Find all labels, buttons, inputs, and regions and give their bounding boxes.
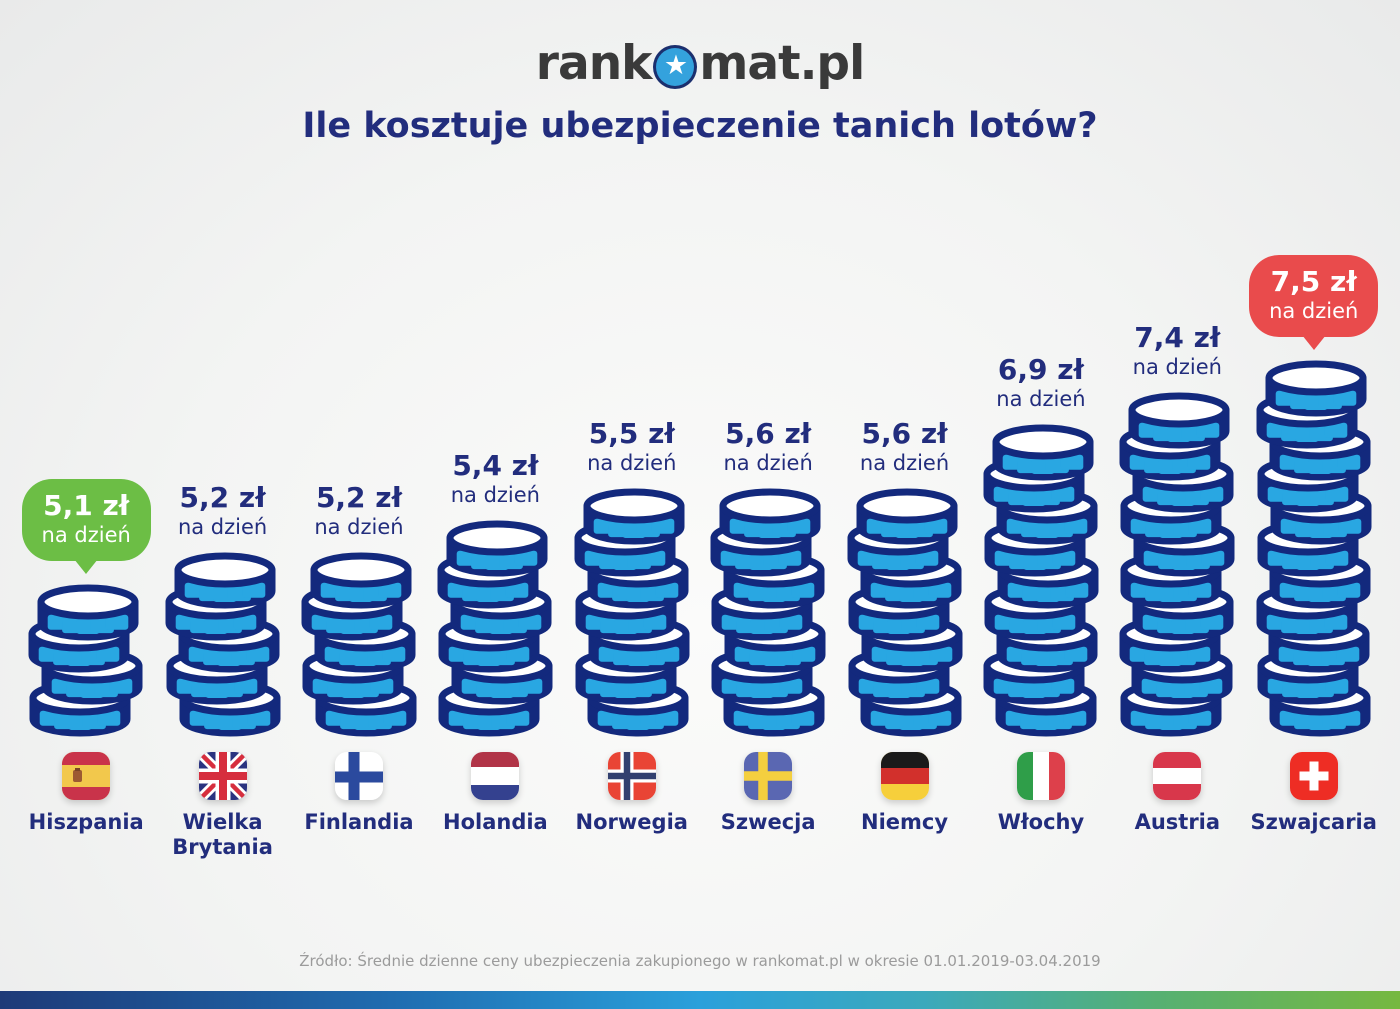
logo-text-suffix: mat.pl	[699, 36, 865, 91]
coin-stack	[1119, 392, 1235, 737]
flag-germany-icon	[880, 752, 929, 800]
value-label: 5,4 zł	[452, 448, 539, 482]
country-label: Włochy	[997, 810, 1085, 834]
country-label: Finlandia	[304, 810, 414, 834]
star-icon-circle: ★	[656, 47, 695, 86]
flag-austria-icon	[1153, 752, 1202, 800]
country-column-holandia: 5,4 zł na dzień Holandia	[427, 218, 563, 868]
value-label-group: 7,4 zł na dzień	[1132, 320, 1222, 381]
coin-stack	[710, 488, 826, 737]
value-label-group: 6,9 zł na dzień	[996, 352, 1086, 413]
value-label: 7,4 zł	[1134, 320, 1221, 354]
value-sublabel: na dzień	[41, 522, 131, 547]
value-label-group: 5,2 zł na dzień	[314, 480, 404, 541]
coin-stack	[574, 488, 690, 737]
country-label: Wielka Brytania	[172, 810, 273, 860]
star-icon: ★	[653, 44, 698, 89]
value-label: 7,5 zł	[1270, 264, 1357, 298]
value-sublabel: na dzień	[723, 450, 813, 475]
value-label: 5,6 zł	[725, 416, 812, 450]
value-label: 5,2 zł	[315, 480, 402, 514]
country-label: Norwegia	[575, 810, 688, 834]
footer-gradient-bar	[0, 991, 1400, 1009]
source-note: Źródło: Średnie dzienne ceny ubezpieczen…	[299, 952, 1101, 970]
chart-area: 5,1 zł na dzień Hiszpania 5,2 zł na dzie…	[18, 218, 1382, 868]
country-column-hiszpania: 5,1 zł na dzień Hiszpania	[18, 218, 154, 868]
value-label-group: 5,4 zł na dzień	[450, 448, 540, 509]
value-sublabel: na dzień	[859, 450, 950, 475]
flag-sweden-icon	[744, 752, 793, 800]
value-sublabel: na dzień	[1132, 354, 1222, 379]
value-sublabel: na dzień	[450, 482, 540, 507]
coin-stack	[1256, 360, 1372, 737]
coin-stack	[301, 552, 417, 737]
value-label-group: 5,2 zł na dzień	[177, 480, 268, 541]
flag-finland-icon	[334, 752, 383, 800]
flag-spain-icon	[62, 752, 111, 800]
coin-stack	[437, 520, 553, 737]
coin-stack	[847, 488, 963, 737]
country-label: Niemcy	[861, 810, 949, 834]
country-column-austria: 7,4 zł na dzień Austria	[1109, 218, 1245, 868]
flag-norway-icon	[607, 752, 656, 800]
coin-stack	[165, 552, 281, 737]
min-value-bubble: 5,1 zł na dzień	[21, 478, 151, 561]
page-title: Ile kosztuje ubezpieczenie tanich lotów?	[302, 106, 1098, 146]
country-label: Szwecja	[720, 810, 816, 834]
value-label: 6,9 zł	[997, 352, 1084, 386]
country-label: Hiszpania	[28, 810, 144, 834]
value-label: 5,5 zł	[588, 416, 675, 450]
value-sublabel: na dzień	[587, 450, 677, 475]
flag-italy-icon	[1016, 752, 1065, 800]
country-label: Austria	[1134, 810, 1221, 834]
value-sublabel: na dzień	[314, 514, 404, 539]
value-label: 5,2 zł	[179, 480, 266, 514]
value-label-group: 5,6 zł na dzień	[723, 416, 813, 477]
star-glyph: ★	[663, 50, 688, 81]
value-sublabel: na dzień	[996, 386, 1086, 411]
max-value-bubble: 7,5 zł na dzień	[1249, 254, 1379, 337]
coin-stack	[28, 584, 143, 737]
value-label-group: 5,5 zł na dzień	[587, 416, 677, 477]
value-label: 5,1 zł	[43, 488, 130, 522]
country-column-norwegia: 5,5 zł na dzień Norwegia	[564, 218, 700, 868]
value-sublabel: na dzień	[1269, 298, 1359, 323]
coin-stack	[983, 424, 1099, 737]
flag-switzerland-icon	[1289, 752, 1338, 800]
country-column-wlochy: 6,9 zł na dzień Włochy	[973, 218, 1109, 868]
country-column-finlandia: 5,2 zł na dzień Finlandia	[291, 218, 427, 868]
country-label: Szwajcaria	[1250, 810, 1377, 834]
country-column-szwecja: 5,6 zł na dzień Szwecja	[700, 218, 836, 868]
country-column-niemcy: 5,6 zł na dzień Niemcy	[836, 218, 972, 868]
country-column-wielka-brytania: 5,2 zł na dzień Wielka Brytania	[154, 218, 290, 868]
logo-text-prefix: rank	[535, 36, 653, 91]
flag-uk-icon	[198, 752, 247, 800]
rankomat-logo: rank ★ mat.pl	[0, 36, 1400, 91]
value-sublabel: na dzień	[177, 514, 268, 539]
flag-netherlands-icon	[471, 752, 520, 800]
country-column-szwajcaria: 7,5 zł na dzień Szwajcaria	[1246, 218, 1382, 868]
country-label: Holandia	[443, 810, 548, 834]
value-label-group: 5,6 zł na dzień	[859, 416, 950, 477]
value-label: 5,6 zł	[861, 416, 948, 450]
